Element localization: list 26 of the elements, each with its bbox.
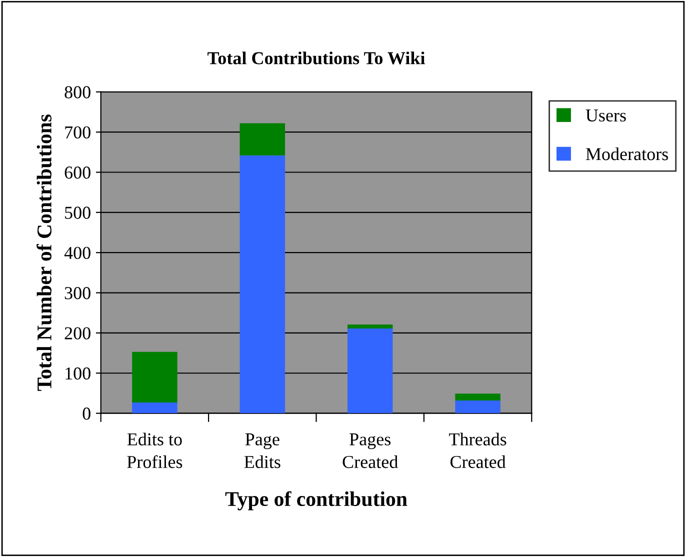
bar [132, 402, 178, 414]
bar [455, 400, 500, 414]
legend-label: Users [586, 110, 626, 122]
bar [132, 352, 178, 402]
y-tick-label: 200 [64, 327, 90, 340]
legend-label: Moderators [586, 148, 668, 160]
bar [240, 123, 286, 156]
bar [240, 155, 286, 414]
x-axis-title: Type of contribution [225, 491, 408, 510]
y-tick-label: 100 [66, 367, 90, 380]
y-tick-label: 300 [64, 287, 90, 300]
x-tick-label: Pages Created [342, 433, 398, 468]
x-tick-label: Page Edits [244, 433, 280, 468]
y-tick-label: 400 [64, 246, 90, 260]
chart-title: Total Contributions To Wiki [208, 52, 425, 64]
y-tick-label: 700 [65, 126, 90, 139]
bar [347, 324, 393, 329]
bar [455, 394, 500, 400]
bar [347, 328, 393, 414]
x-tick-label: Threads Created [449, 432, 506, 468]
y-tick-label: 800 [64, 86, 90, 98]
y-tick-label: 500 [65, 206, 90, 219]
y-tick-label: 0 [82, 408, 90, 420]
x-tick-label: Edits to Profiles [127, 432, 182, 468]
y-tick-label: 600 [64, 166, 90, 179]
y-axis-title: Total Number of Contributions [36, 114, 52, 391]
